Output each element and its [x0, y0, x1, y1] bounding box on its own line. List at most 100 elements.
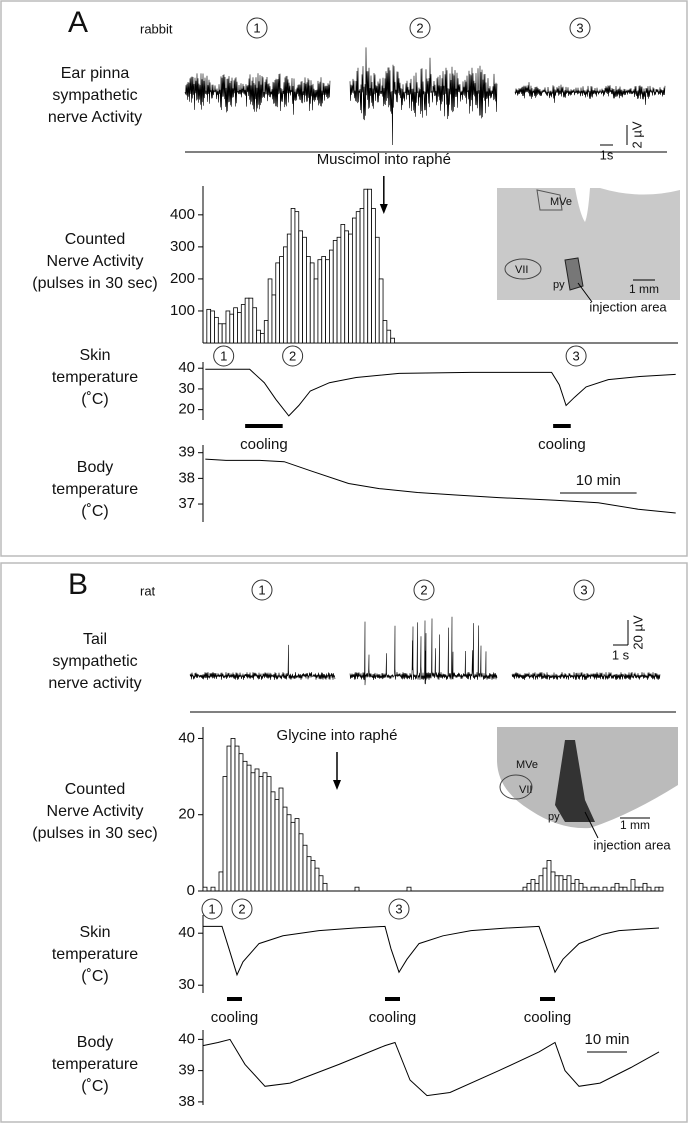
bar	[646, 886, 652, 892]
y-axis-label: temperature	[52, 946, 138, 963]
bar	[258, 776, 264, 892]
scale-time: 1s	[600, 147, 614, 162]
bar	[229, 313, 235, 344]
bar	[374, 236, 380, 344]
bar	[298, 833, 304, 892]
marker-label: 2	[416, 20, 423, 35]
bar	[302, 236, 307, 344]
bar	[282, 806, 288, 892]
bar	[344, 230, 349, 344]
bar	[642, 882, 648, 892]
y-tick-label: 39	[178, 1062, 195, 1079]
cooling-label: cooling	[538, 436, 586, 453]
y-tick-label: 100	[170, 302, 195, 319]
bar	[590, 886, 596, 892]
bar	[359, 208, 365, 344]
bar	[654, 886, 660, 892]
bar	[371, 208, 376, 344]
marker-circle	[409, 17, 431, 39]
bar	[214, 316, 219, 344]
y-tick-label: 20	[178, 401, 195, 418]
inset-image	[497, 188, 680, 300]
marker-label: 3	[395, 901, 402, 916]
bar	[237, 312, 242, 344]
bar	[279, 256, 284, 344]
marker-circle	[282, 345, 304, 367]
nerve-label: sympathetic	[52, 653, 137, 670]
marker-circle	[201, 898, 223, 920]
bar	[260, 332, 265, 344]
bar	[306, 256, 311, 344]
bar	[278, 787, 284, 892]
inset-image	[497, 727, 678, 829]
inset-pointer	[584, 811, 599, 839]
bar	[238, 753, 244, 892]
inset-scale: 1 mm	[620, 818, 650, 832]
trace	[205, 368, 676, 417]
y-axis-label: (pulses in 30 sec)	[32, 275, 157, 292]
y-tick-label: 37	[178, 495, 195, 512]
inset-label: VII	[515, 264, 528, 276]
marker-circle	[213, 345, 235, 367]
inset-label: MVe	[516, 759, 538, 771]
bar	[638, 886, 644, 892]
nerve-label: sympathetic	[52, 87, 137, 104]
marker-circle	[565, 345, 587, 367]
bar	[363, 188, 369, 344]
bar	[274, 799, 280, 892]
inset-label: MVe	[550, 196, 572, 208]
marker-circle	[246, 17, 268, 39]
arrow-head	[333, 780, 341, 790]
bar	[322, 882, 328, 892]
bar	[325, 259, 330, 344]
inset-outline	[499, 774, 533, 800]
nerve-label: nerve Activity	[48, 109, 142, 126]
inset-scale: 1 mm	[629, 282, 659, 296]
bar	[318, 875, 324, 892]
bar	[558, 875, 564, 892]
marker-circle	[388, 898, 410, 920]
y-axis-label: Body	[77, 459, 113, 476]
y-tick-label: 300	[170, 238, 195, 255]
bar	[310, 860, 316, 892]
bar	[314, 867, 320, 892]
inset-note: injection area	[589, 299, 667, 314]
nerve-trace	[514, 82, 666, 105]
bar	[348, 233, 353, 344]
y-axis-label: Nerve Activity	[47, 253, 144, 270]
bar	[562, 879, 568, 892]
inset-a	[497, 188, 680, 303]
bar	[610, 886, 616, 892]
y-axis-label: Nerve Activity	[47, 803, 144, 820]
nerve-trace	[184, 73, 331, 115]
bar	[210, 886, 216, 892]
bar	[582, 886, 588, 892]
bar	[378, 278, 384, 344]
bar	[266, 776, 272, 892]
y-axis-label: Body	[77, 1034, 113, 1051]
bar	[351, 217, 357, 344]
bar	[221, 323, 227, 344]
bar	[298, 230, 303, 344]
bar	[294, 211, 300, 344]
bar	[546, 860, 552, 892]
cooling-label: cooling	[524, 1009, 572, 1026]
y-axis-label: temperature	[52, 481, 138, 498]
arrow-head	[379, 204, 388, 214]
bar	[622, 886, 628, 892]
bar	[321, 256, 326, 344]
bar	[594, 886, 600, 892]
y-tick-label: 38	[178, 469, 195, 486]
scale-label: 10 min	[584, 1031, 629, 1048]
inset-label: VII	[519, 784, 532, 796]
bar	[263, 320, 269, 344]
bar	[630, 879, 636, 892]
bar	[250, 772, 256, 892]
trace	[203, 925, 660, 977]
bar	[302, 844, 308, 892]
bar	[218, 871, 224, 892]
bar	[242, 760, 248, 892]
bar	[602, 886, 608, 892]
nerve-trace	[189, 644, 336, 680]
